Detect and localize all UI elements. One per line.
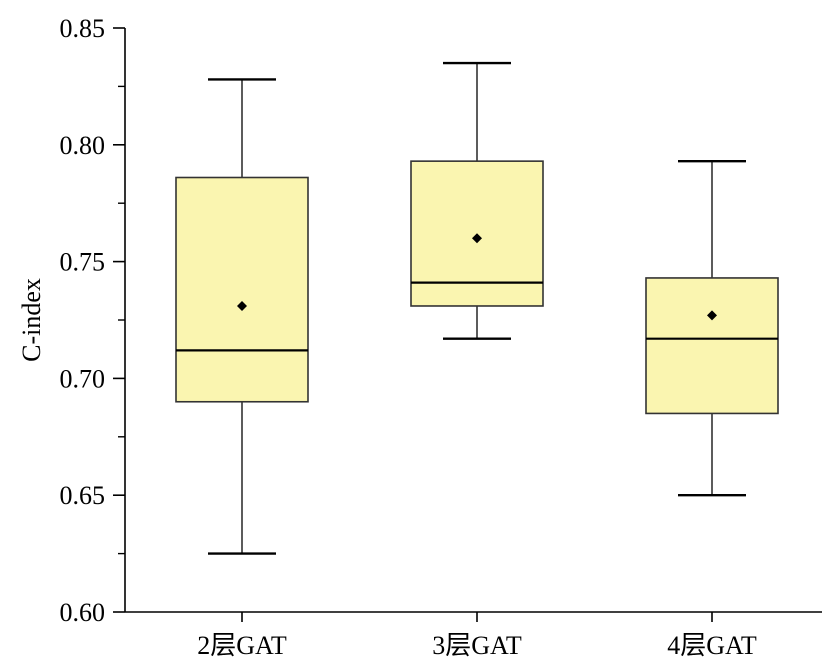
box-group (175, 78, 309, 555)
y-tick-label: 0.65 (60, 481, 106, 510)
y-ticks: 0.60 0.65 0.70 0.75 0.80 0.85 (60, 14, 125, 627)
y-tick-label: 0.80 (60, 131, 106, 160)
y-tick-label: 0.70 (60, 364, 106, 393)
mean-marker (472, 233, 482, 244)
box-iqr (645, 277, 779, 415)
y-axis-title: C-index (17, 278, 46, 362)
y-tick-label: 0.85 (60, 14, 106, 43)
y-tick-label: 0.60 (60, 598, 106, 627)
box-iqr (175, 176, 309, 403)
mean-marker (237, 300, 247, 311)
x-tick-label: 4层GAT (667, 631, 757, 660)
box-group (410, 61, 544, 340)
box-group (645, 159, 779, 497)
x-tick-label: 2层GAT (197, 631, 287, 660)
x-ticks: 2层GAT 3层GAT 4层GAT (197, 612, 757, 660)
x-tick-label: 3层GAT (432, 631, 522, 660)
mean-marker (707, 310, 717, 321)
boxes (175, 61, 779, 555)
y-tick-label: 0.75 (60, 248, 106, 277)
